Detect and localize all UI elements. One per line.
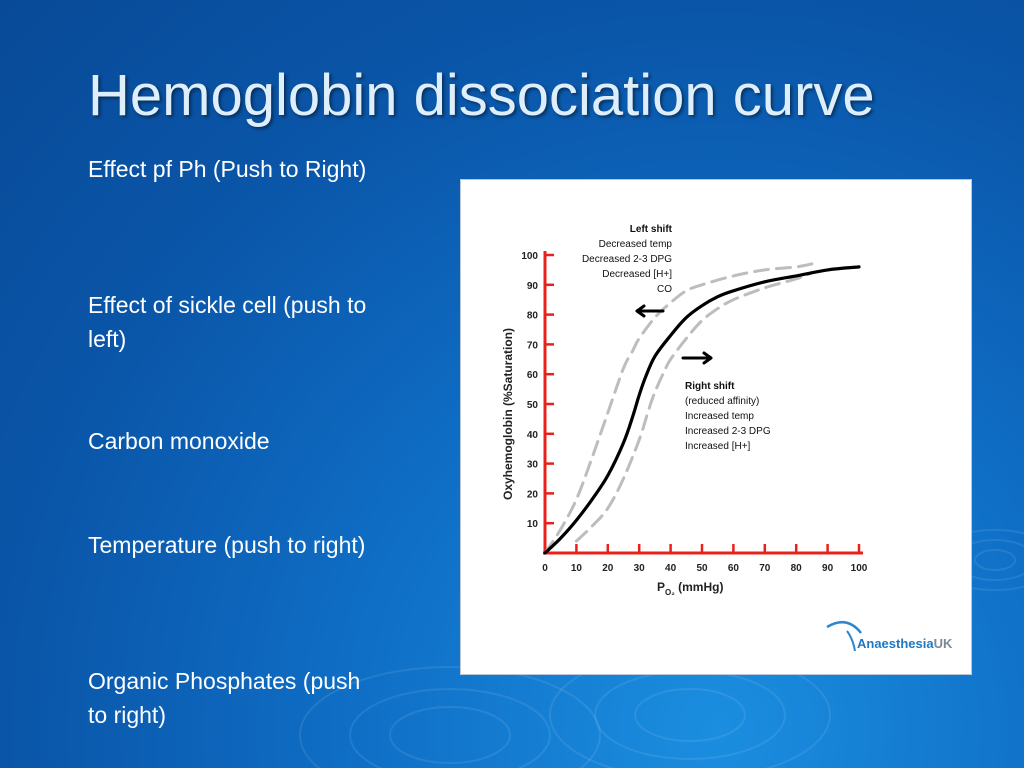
left-shift-title: Left shift — [630, 224, 673, 235]
x-tick-label-50: 50 — [696, 563, 708, 574]
logo-swoosh-icon — [826, 620, 862, 652]
y-tick-label-40: 40 — [527, 430, 539, 441]
x-tick-label-40: 40 — [665, 563, 677, 574]
left-shift-line-4: CO — [657, 284, 672, 295]
bullet-ph: Effect pf Ph (Push to Right) — [88, 156, 367, 182]
x-axis-title-subscript: O₂ — [665, 588, 675, 597]
x-tick-label-30: 30 — [634, 563, 646, 574]
y-tick-label-80: 80 — [527, 311, 539, 322]
right-arrow-icon — [681, 351, 713, 365]
y-tick-label-10: 10 — [527, 519, 539, 530]
right-shift-line-2: Increased temp — [685, 411, 754, 422]
left-arrow-icon — [635, 304, 665, 318]
right-shift-line-1: (reduced affinity) — [685, 396, 759, 407]
x-axis-title-unit: (mmHg) — [675, 580, 724, 594]
slide-title: Hemoglobin dissociation curve — [88, 63, 875, 128]
left-shift-line-1: Decreased temp — [599, 239, 673, 250]
x-tick-label-80: 80 — [791, 563, 803, 574]
dissociation-chart: 10 20 30 40 50 60 70 80 90 100 0 10 20 30 40 50 60 70 80 90… — [501, 224, 868, 597]
x-axis-title: PO₂ (mmHg) — [657, 580, 723, 597]
x-tick-label-0: 0 — [542, 563, 548, 574]
right-shift-line-4: Increased [H+] — [685, 441, 751, 452]
x-tick-label-70: 70 — [759, 563, 771, 574]
x-tick-label-20: 20 — [602, 563, 614, 574]
anaesthesia-uk-logo: AnaesthesiaUK — [825, 617, 975, 659]
x-axis-title-p: P — [657, 580, 665, 594]
y-tick-label-100: 100 — [521, 251, 538, 262]
left-shift-line-3: Decreased [H+] — [602, 269, 672, 280]
normal-curve — [543, 265, 861, 555]
x-tick-label-60: 60 — [728, 563, 740, 574]
right-shift-curve — [574, 271, 814, 543]
logo-suffix: UK — [933, 636, 953, 651]
y-axis-title: Oxyhemoglobin (%Saturation) — [501, 328, 515, 500]
y-tick-label-70: 70 — [527, 340, 539, 351]
bullet-carbon-monoxide: Carbon monoxide — [88, 428, 270, 454]
x-tick-label-100: 100 — [851, 563, 868, 574]
bullet-organic-phosphates: Organic Phosphates (push to right) — [88, 668, 361, 728]
logo-name: Anaesthesia — [857, 636, 934, 651]
bullet-sickle-cell: Effect of sickle cell (push to left) — [88, 292, 367, 352]
chart-panel: 10 20 30 40 50 60 70 80 90 100 0 10 20 30 40 50 60 70 80 90… — [460, 179, 972, 675]
y-tick-label-50: 50 — [527, 400, 539, 411]
left-shift-line-2: Decreased 2-3 DPG — [582, 254, 672, 265]
y-tick-label-60: 60 — [527, 370, 539, 381]
left-shift-curve — [543, 262, 814, 555]
right-shift-line-3: Increased 2-3 DPG — [685, 426, 771, 437]
x-tick-label-90: 90 — [822, 563, 834, 574]
x-tick-label-10: 10 — [571, 563, 583, 574]
y-tick-label-30: 30 — [527, 460, 539, 471]
y-tick-label-90: 90 — [527, 281, 539, 292]
logo-text: AnaesthesiaUK — [857, 636, 952, 651]
bullet-temperature: Temperature (push to right) — [88, 532, 366, 558]
right-shift-title: Right shift — [685, 381, 735, 392]
y-tick-label-20: 20 — [527, 489, 539, 500]
